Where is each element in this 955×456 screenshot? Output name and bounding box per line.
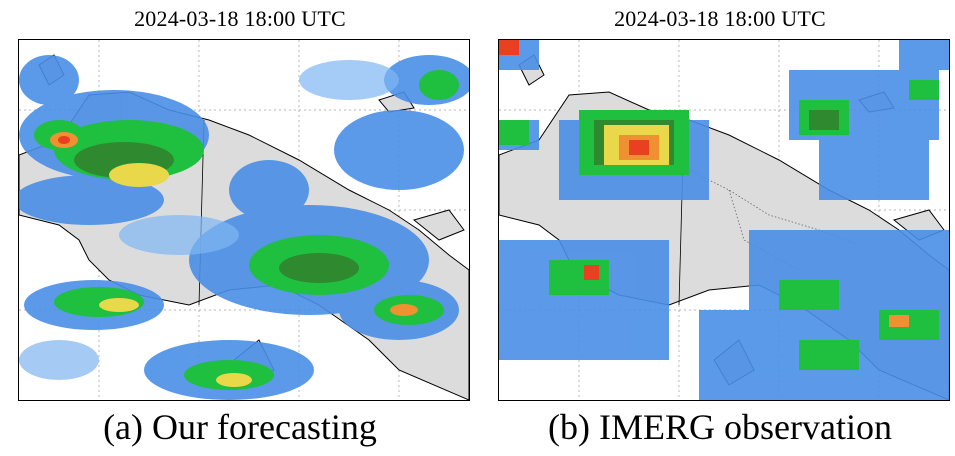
panel-forecast: 2024-03-18 18:00 UTC	[10, 0, 470, 456]
precip-light-edge	[19, 60, 399, 380]
precip-intense	[499, 40, 909, 327]
forecast-precip-map	[18, 39, 470, 401]
panel-observation: 2024-03-18 18:00 UTC	[490, 0, 950, 456]
precip-intense	[50, 132, 418, 387]
panel-timestamp: 2024-03-18 18:00 UTC	[134, 6, 346, 31]
panel-timestamp: 2024-03-18 18:00 UTC	[614, 6, 826, 31]
panel-caption: (a) Our forecasting	[103, 407, 377, 447]
forecast-map-svg	[19, 40, 469, 400]
panel-caption: (b) IMERG observation	[548, 407, 892, 447]
imerg-map-svg	[499, 40, 949, 400]
imerg-precip-map	[498, 39, 950, 401]
